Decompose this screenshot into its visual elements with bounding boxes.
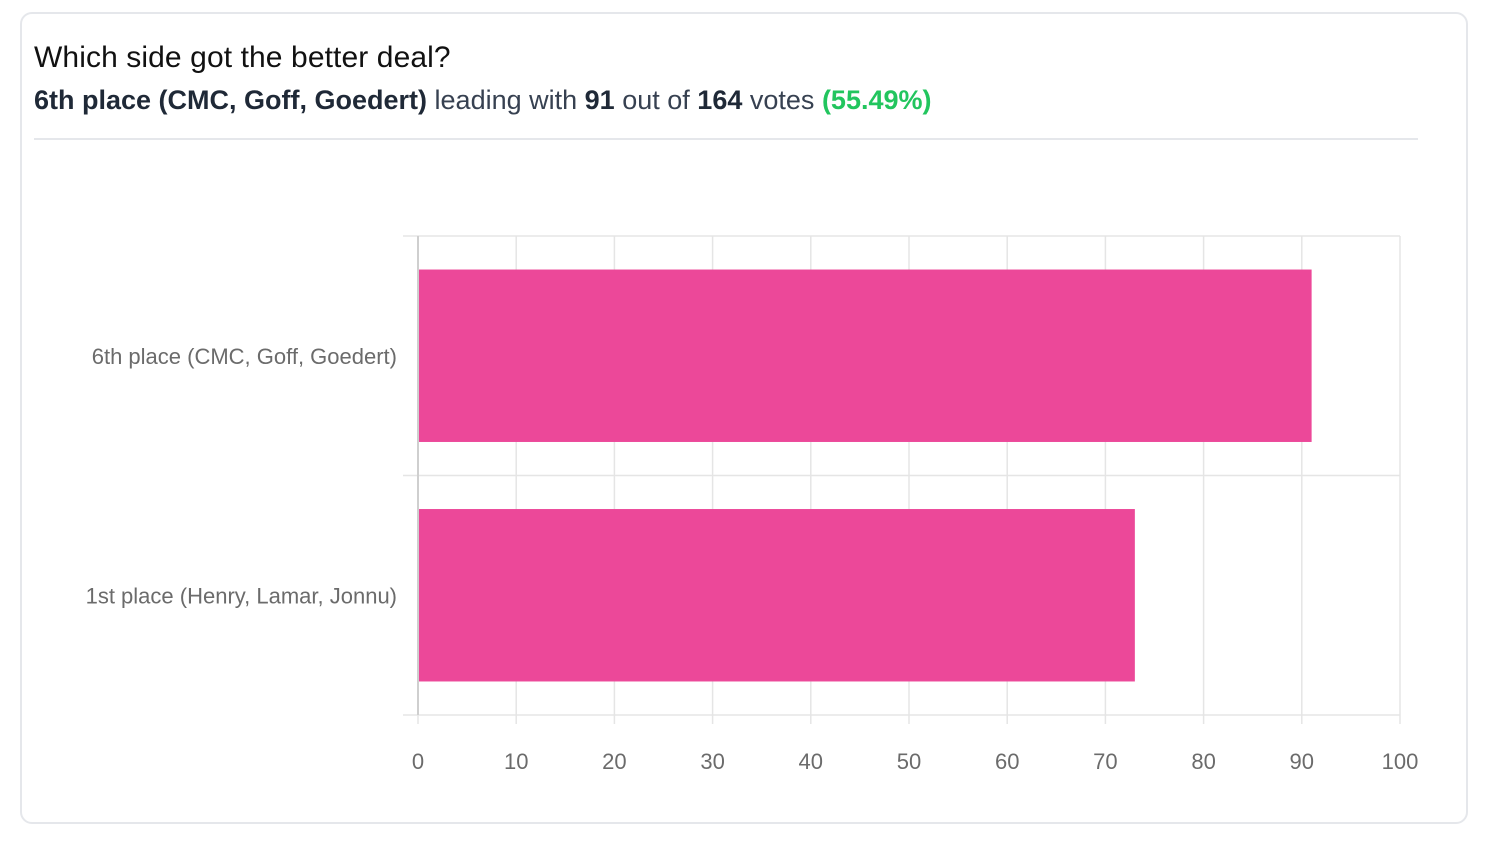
leading-with-text: leading with: [434, 85, 578, 115]
x-tick-label: 100: [1382, 749, 1419, 774]
x-tick-label: 20: [602, 749, 626, 774]
category-label: 6th place (CMC, Goff, Goedert): [92, 344, 397, 369]
x-tick-label: 10: [504, 749, 528, 774]
leader-percent: (55.49%): [821, 85, 932, 115]
out-of-text: out of: [622, 85, 690, 115]
poll-question-title: Which side got the better deal?: [34, 41, 451, 74]
x-tick-label: 70: [1093, 749, 1117, 774]
x-tick-label: 80: [1191, 749, 1215, 774]
x-tick-label: 60: [995, 749, 1019, 774]
header-divider: [34, 138, 1418, 140]
leader-votes: 91: [584, 85, 615, 115]
x-tick-label: 30: [700, 749, 724, 774]
poll-header: Which side got the better deal? 6th plac…: [34, 38, 1418, 118]
bar-2: [419, 509, 1135, 682]
x-tick-label: 50: [897, 749, 921, 774]
total-votes: 164: [697, 85, 743, 115]
bar-1: [419, 269, 1312, 442]
x-tick-label: 90: [1290, 749, 1314, 774]
votes-text: votes: [749, 85, 815, 115]
poll-summary: 6th place (CMC, Goff, Goedert) leading w…: [34, 82, 1418, 118]
x-tick-label: 0: [412, 749, 424, 774]
leader-name: 6th place (CMC, Goff, Goedert): [34, 85, 428, 115]
category-label: 1st place (Henry, Lamar, Jonnu): [86, 583, 397, 608]
x-tick-label: 40: [799, 749, 823, 774]
